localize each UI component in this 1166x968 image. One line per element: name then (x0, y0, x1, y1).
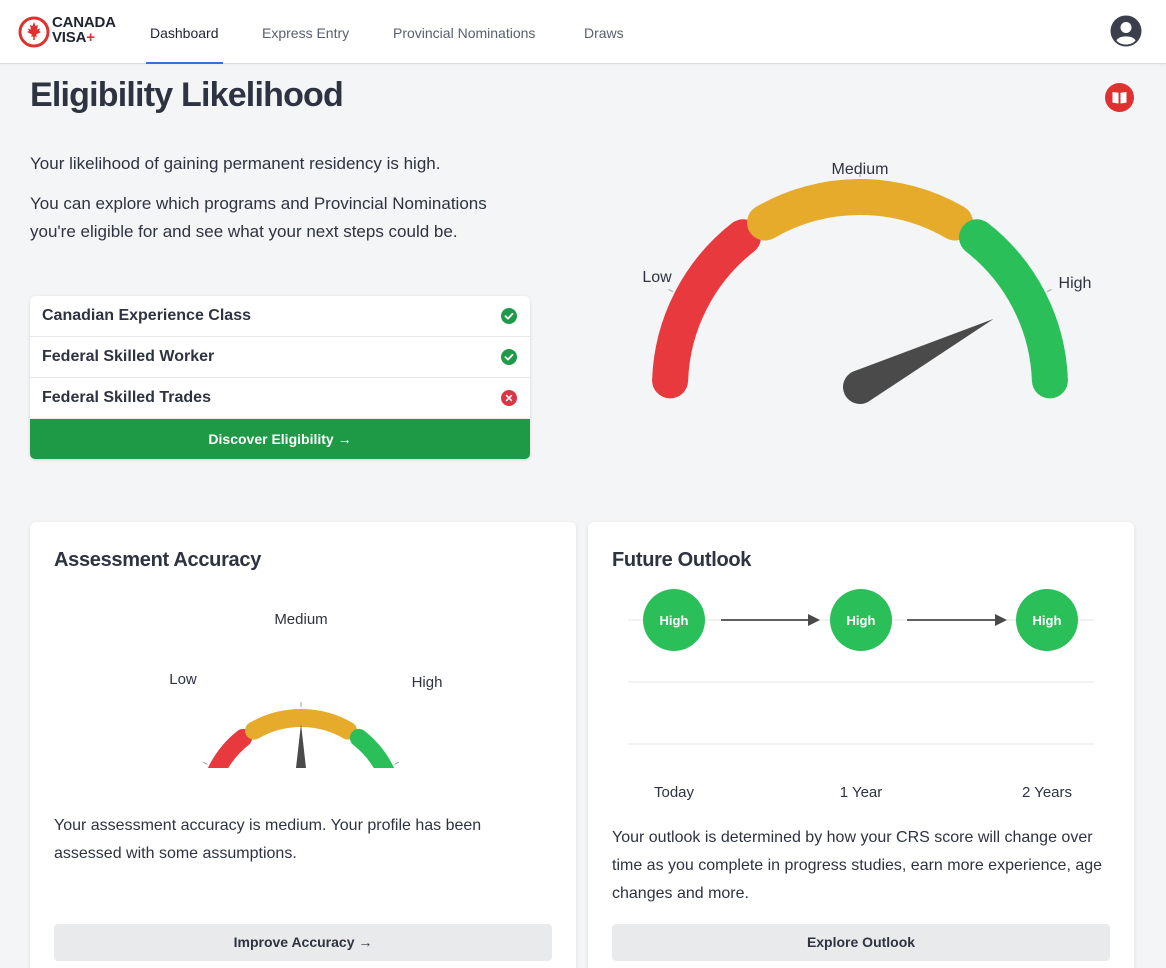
outlook-point-2-years: High (1016, 589, 1078, 651)
accuracy-description: Your assessment accuracy is medium. Your… (54, 817, 482, 862)
card-title: Future Outlook (612, 549, 752, 571)
outlook-description: Your outlook is determined by how your C… (612, 829, 1103, 902)
gauge-segment-high (959, 219, 1068, 399)
likelihood-statement: Your likelihood of gaining permanent res… (30, 154, 441, 173)
gauge-needle (843, 318, 994, 404)
future-outlook-card: Future Outlook High High High Today 1 Ye… (588, 522, 1134, 968)
tab-provincial-nominations[interactable]: Provincial Nominations (393, 25, 536, 41)
gauge-label-high: High (412, 674, 443, 691)
gauge-segment-medium (747, 179, 973, 241)
arrow-right-icon (907, 614, 1007, 626)
program-label: Federal Skilled Trades (42, 389, 211, 406)
gauge-label-low: Low (642, 269, 672, 286)
program-eligibility-list: Canadian Experience Class Federal Skille… (30, 296, 530, 459)
explore-description: You can explore which programs and Provi… (30, 194, 487, 241)
gauge-label-low: Low (169, 671, 197, 688)
tab-draws[interactable]: Draws (584, 25, 624, 41)
logo-line-1: CANADA (52, 14, 116, 31)
program-label: Canadian Experience Class (42, 307, 251, 324)
outlook-point-today: High (643, 589, 705, 651)
outlook-point-1-year: High (830, 589, 892, 651)
canada-visa-logo[interactable]: CANADA VISA+ (18, 15, 128, 49)
gauge-tick (1046, 288, 1052, 293)
logo-plus: + (86, 29, 95, 46)
program-row-cec[interactable]: Canadian Experience Class (30, 296, 530, 337)
tab-dashboard[interactable]: Dashboard (146, 0, 222, 64)
logo-wordmark: CANADA VISA+ (52, 15, 116, 45)
gauge-segment-high (349, 728, 395, 768)
gauge-needle (296, 724, 306, 768)
needle-shape (843, 318, 994, 404)
maple-leaf-icon (18, 16, 50, 48)
book-open-icon (1112, 92, 1127, 104)
gauge-tick (668, 288, 674, 293)
outlook-value: High (660, 613, 689, 628)
outlook-time-label: Today (654, 784, 695, 801)
card-title: Assessment Accuracy (54, 549, 262, 571)
gauge-label-medium: Medium (832, 161, 889, 178)
user-circle-icon[interactable] (1110, 15, 1142, 47)
outlook-time-label: 1 Year (840, 784, 883, 801)
outlook-value: High (1033, 613, 1062, 628)
tab-express-entry[interactable]: Express Entry (262, 25, 350, 41)
page-title: Eligibility Likelihood (30, 76, 344, 114)
program-row-fst[interactable]: Federal Skilled Trades (30, 378, 530, 419)
gauge-segment-low (207, 728, 253, 768)
arrow-right-icon (721, 614, 820, 626)
improve-accuracy-button[interactable]: Improve Accuracy → (54, 924, 552, 961)
discover-eligibility-button[interactable]: Discover Eligibility → (30, 419, 530, 459)
accuracy-gauge: Medium Low High (169, 611, 443, 768)
outlook-timeline: High High High Today 1 Year 2 Years (628, 589, 1094, 801)
gauge-segment-medium (245, 709, 357, 740)
guide-button[interactable] (1105, 83, 1134, 112)
likelihood-gauge: Medium Low High (642, 161, 1092, 404)
gauge-label-medium: Medium (274, 611, 327, 628)
assessment-accuracy-card: Assessment Accuracy Medium Low High Your… (30, 522, 576, 968)
top-navbar: CANADA VISA+ Dashboard Express Entry Pro… (0, 0, 1166, 64)
likelihood-summary: Your likelihood of gaining permanent res… (30, 150, 500, 258)
logo-line-2: VISA (52, 29, 87, 46)
needle-shape (296, 724, 306, 768)
gauge-tick (202, 761, 208, 765)
x-circle-icon (501, 390, 517, 406)
gauge-label-high: High (1059, 275, 1092, 292)
check-circle-icon (501, 308, 517, 324)
explore-outlook-button[interactable]: Explore Outlook (612, 924, 1110, 961)
program-row-fsw[interactable]: Federal Skilled Worker (30, 337, 530, 378)
gauge-tick (394, 761, 400, 765)
gauge-segment-low (652, 219, 761, 399)
outlook-time-label: 2 Years (1022, 784, 1072, 801)
outlook-value: High (847, 613, 876, 628)
check-circle-icon (501, 349, 517, 365)
program-label: Federal Skilled Worker (42, 348, 215, 365)
